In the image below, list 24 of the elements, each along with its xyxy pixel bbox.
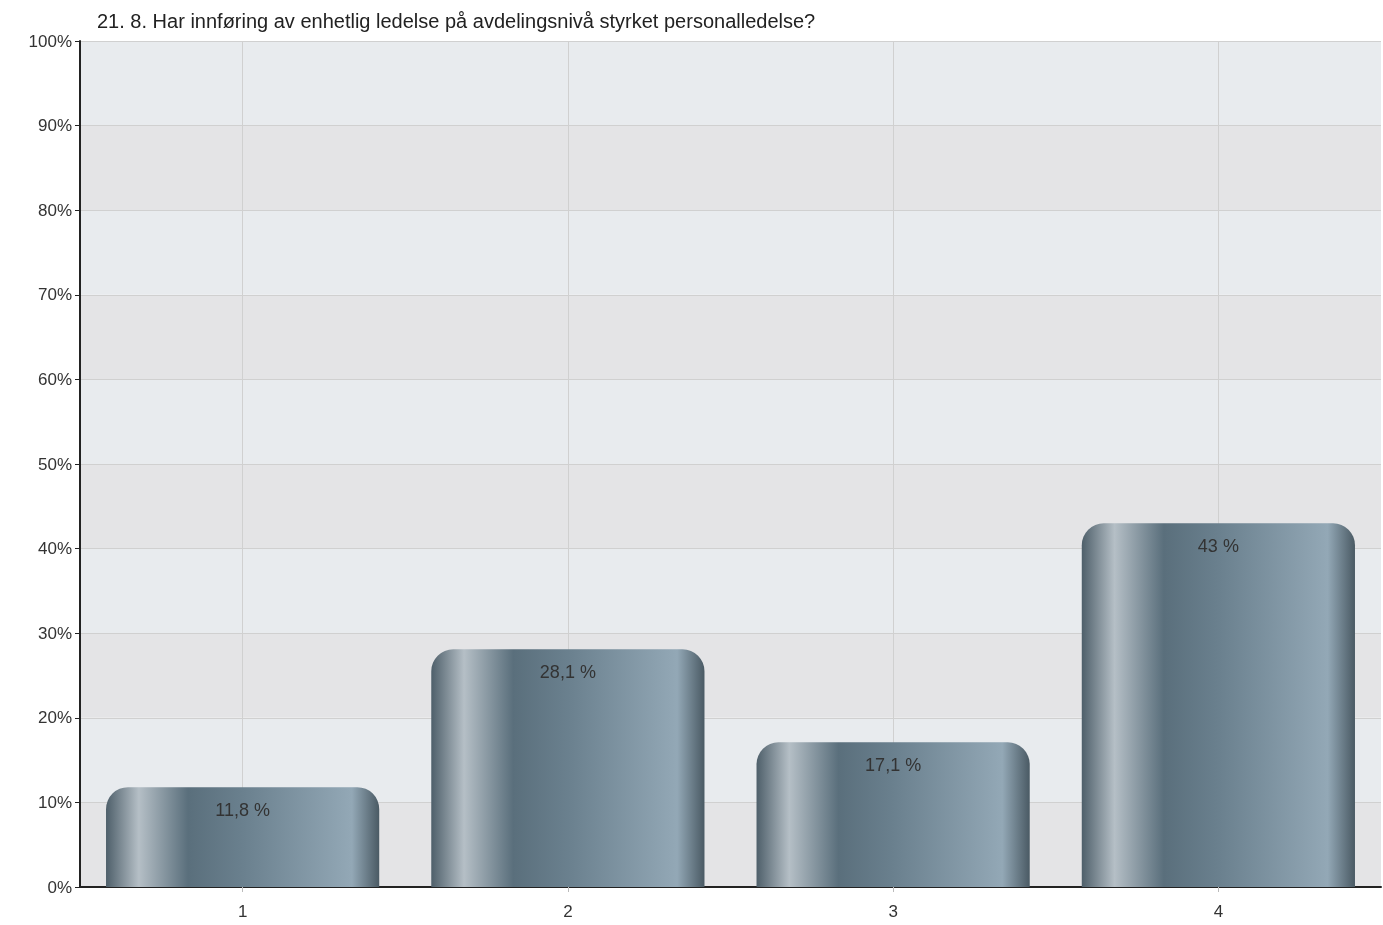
data-label: 17,1 %	[865, 755, 922, 776]
bar	[1081, 523, 1355, 887]
y-tick-label: 90%	[37, 116, 72, 136]
y-tick-label: 70%	[37, 285, 72, 305]
bar	[106, 787, 380, 887]
y-tick-label: 20%	[37, 708, 72, 728]
data-label: 11,8 %	[215, 800, 270, 821]
bar	[431, 649, 705, 887]
x-tick-label: 3	[888, 902, 898, 921]
data-label: 43 %	[1197, 536, 1239, 557]
y-tick-label: 0%	[47, 877, 72, 897]
y-tick-label: 50%	[37, 454, 72, 474]
y-tick-label: 10%	[37, 792, 72, 812]
y-tick-label: 60%	[37, 369, 72, 389]
y-tick-label: 100%	[28, 31, 72, 51]
chart-title: 21. 8. Har innføring av enhetlig ledelse på avdelingsnivå styrket personalledelse?	[97, 10, 816, 32]
x-tick-label: 2	[563, 902, 573, 921]
data-label: 28,1 %	[539, 662, 596, 683]
x-tick-label: 1	[237, 902, 248, 921]
y-tick-label: 30%	[37, 623, 72, 643]
x-tick-label: 4	[1213, 902, 1224, 921]
y-tick-label: 80%	[37, 200, 72, 220]
bar	[756, 742, 1030, 887]
y-tick-label: 40%	[37, 539, 72, 559]
